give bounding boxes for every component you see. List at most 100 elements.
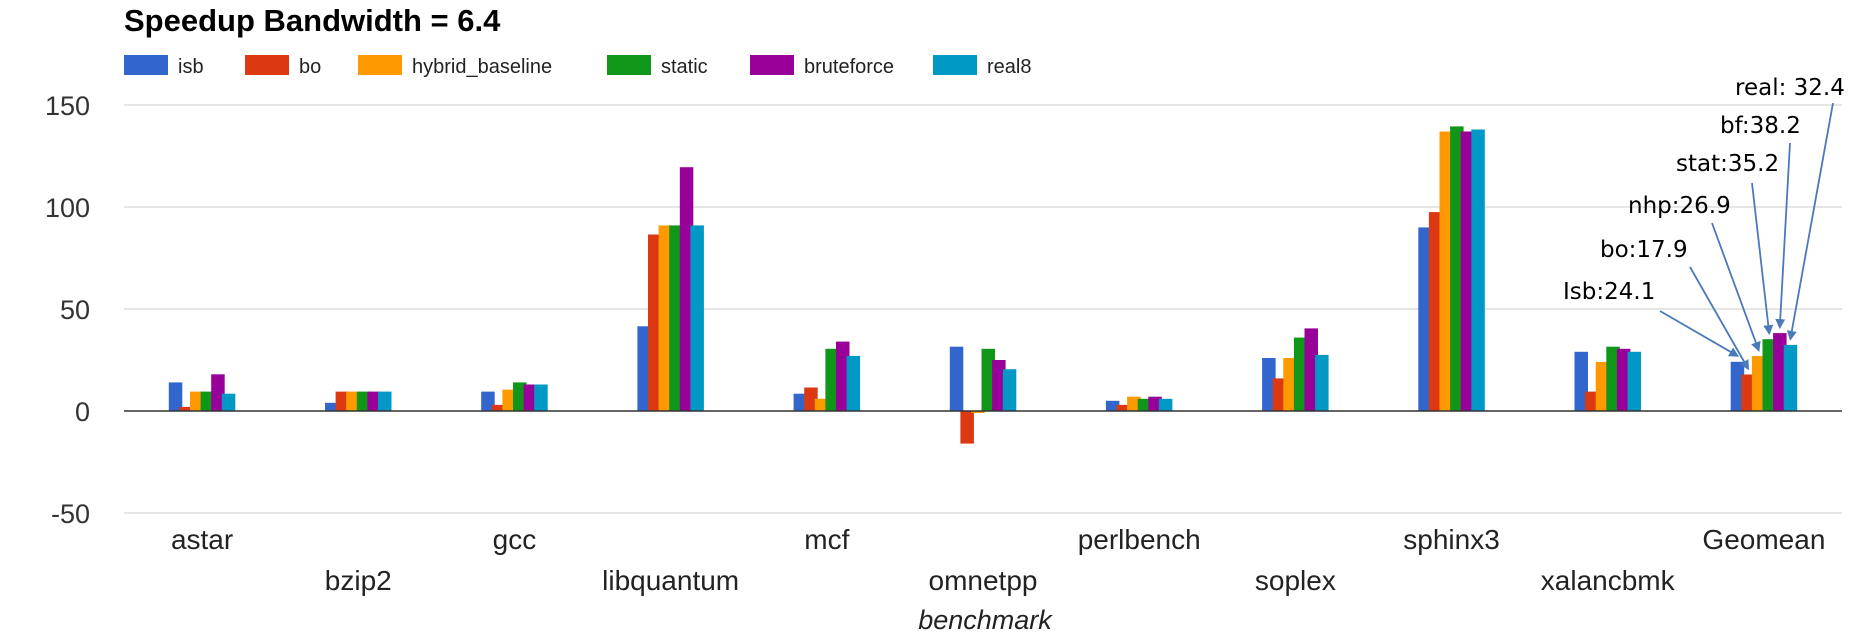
bar-sphinx3-static [1450, 126, 1464, 412]
bar-sphinx3-hybrid_baseline [1439, 131, 1453, 411]
bar-bzip2-bo [335, 391, 350, 411]
bar-mcf-bruteforce [836, 341, 850, 411]
bar-xalancbmk-bruteforce [1616, 348, 1631, 411]
bar-sphinx3-isb [1418, 227, 1432, 411]
x-tick-label-xalancbmk: xalancbmk [1541, 565, 1676, 596]
bar-soplex-static [1293, 337, 1308, 411]
gridlines [124, 104, 1842, 514]
legend-swatch-bo [245, 55, 289, 75]
bars [168, 126, 1798, 444]
bar-bzip2-hybrid_baseline [346, 391, 360, 411]
y-tick-label: 100 [45, 193, 90, 223]
bar-libquantum-hybrid_baseline [658, 225, 673, 411]
x-tick-label-gcc: gcc [493, 524, 537, 555]
bar-mcf-real8 [846, 355, 861, 411]
x-axis-label: benchmark [918, 605, 1053, 635]
x-tick-label-mcf: mcf [804, 524, 849, 555]
annotation-hybrid_baseline: nhp:26.9 [1628, 193, 1731, 219]
bar-Geomean-bruteforce [1773, 333, 1787, 411]
bar-gcc-real8 [534, 384, 548, 411]
annotation-arrow-bruteforce [1775, 142, 1791, 330]
bar-soplex-real8 [1315, 354, 1329, 411]
bar-mcf-isb [793, 393, 808, 411]
bar-bzip2-static [356, 391, 371, 411]
bar-perlbench-bo [1116, 404, 1130, 411]
bar-libquantum-real8 [690, 225, 704, 411]
bar-gcc-static [513, 382, 527, 411]
annotations: Isb:24.1 bo:17.9 nhp:26.9 stat:35.2 bf:38.2 r… [1563, 75, 1845, 371]
bar-Geomean-static [1762, 339, 1776, 411]
x-tick-label-bzip2: bzip2 [325, 565, 392, 596]
x-tick-label-soplex: soplex [1255, 565, 1336, 596]
legend-label-hybrid_baseline: hybrid_baseline [412, 56, 552, 78]
bar-bzip2-isb [325, 402, 339, 411]
x-tick-label-Geomean: Geomean [1702, 524, 1825, 555]
bar-astar-bruteforce [211, 374, 225, 411]
bar-gcc-isb [481, 391, 495, 411]
bar-soplex-isb [1262, 358, 1276, 411]
bar-bzip2-bruteforce [367, 391, 381, 411]
bar-Geomean-hybrid_baseline [1751, 356, 1766, 411]
legend-swatch-static [607, 55, 651, 75]
x-tick-label-libquantum: libquantum [602, 565, 739, 596]
y-tick-label: -50 [51, 499, 90, 529]
annotation-bo: bo:17.9 [1600, 237, 1688, 263]
legend-label-bruteforce: bruteforce [804, 56, 894, 78]
bar-astar-real8 [221, 393, 236, 411]
bar-omnetpp-real8 [1002, 369, 1017, 411]
bar-gcc-hybrid_baseline [502, 389, 516, 411]
bar-perlbench-real8 [1158, 398, 1173, 411]
y-tick-label: 150 [45, 91, 90, 121]
chart-title: Speedup Bandwidth = 6.4 [124, 3, 501, 38]
x-tick-label-perlbench: perlbench [1078, 524, 1201, 555]
annotation-static: stat:35.2 [1676, 151, 1779, 177]
bar-xalancbmk-isb [1574, 351, 1588, 411]
bar-sphinx3-bo [1428, 212, 1443, 411]
bar-xalancbmk-bo [1585, 391, 1599, 411]
legend-swatch-hybrid_baseline [358, 55, 402, 75]
y-tick-label: 0 [75, 397, 90, 427]
legend-label-real8: real8 [987, 56, 1031, 78]
x-tick-label-sphinx3: sphinx3 [1403, 524, 1500, 555]
bar-omnetpp-static [981, 348, 995, 411]
bar-perlbench-isb [1105, 400, 1120, 411]
bar-perlbench-hybrid_baseline [1127, 396, 1141, 411]
bar-Geomean-bo [1741, 374, 1755, 411]
bar-astar-isb [168, 382, 183, 411]
bar-sphinx3-bruteforce [1460, 131, 1475, 411]
bar-libquantum-bo [648, 234, 662, 411]
legend-swatch-bruteforce [750, 55, 794, 75]
bar-omnetpp-isb [949, 346, 964, 411]
legend-label-bo: bo [299, 56, 321, 78]
bar-soplex-bo [1272, 378, 1287, 411]
legend-label-isb: isb [178, 56, 204, 78]
legend-swatch-isb [124, 55, 168, 75]
bar-sphinx3-real8 [1471, 129, 1485, 411]
legend-swatch-real8 [933, 55, 977, 75]
bar-mcf-bo [804, 387, 818, 411]
bar-perlbench-static [1137, 398, 1152, 411]
annotation-arrow-static [1751, 182, 1774, 336]
bar-bzip2-real8 [378, 391, 392, 411]
annotation-arrow-isb [1659, 310, 1740, 357]
bar-libquantum-static [669, 225, 683, 411]
bar-libquantum-isb [637, 326, 651, 411]
bar-xalancbmk-static [1606, 346, 1620, 411]
legend: isb bo hybrid_baseline static bruteforce real… [124, 55, 1031, 78]
y-axis-ticks: 150 100 50 0 -50 [45, 91, 90, 529]
bar-omnetpp-bo [960, 411, 974, 444]
legend-label-static: static [661, 56, 708, 78]
bar-xalancbmk-hybrid_baseline [1595, 362, 1610, 411]
annotation-arrow-bo [1689, 266, 1749, 371]
bar-omnetpp-hybrid_baseline [971, 411, 985, 413]
bar-perlbench-bruteforce [1148, 396, 1162, 411]
bar-gcc-bo [491, 404, 506, 411]
bar-Geomean-real8 [1783, 344, 1798, 411]
x-axis-ticks: astar bzip2 gcc libquantum mcf omnetpp perlben… [171, 524, 1825, 596]
bar-astar-static [200, 391, 215, 411]
annotation-bruteforce: bf:38.2 [1720, 113, 1801, 139]
bar-mcf-hybrid_baseline [814, 398, 829, 411]
bar-astar-hybrid_baseline [190, 391, 204, 411]
bar-xalancbmk-real8 [1627, 351, 1641, 411]
